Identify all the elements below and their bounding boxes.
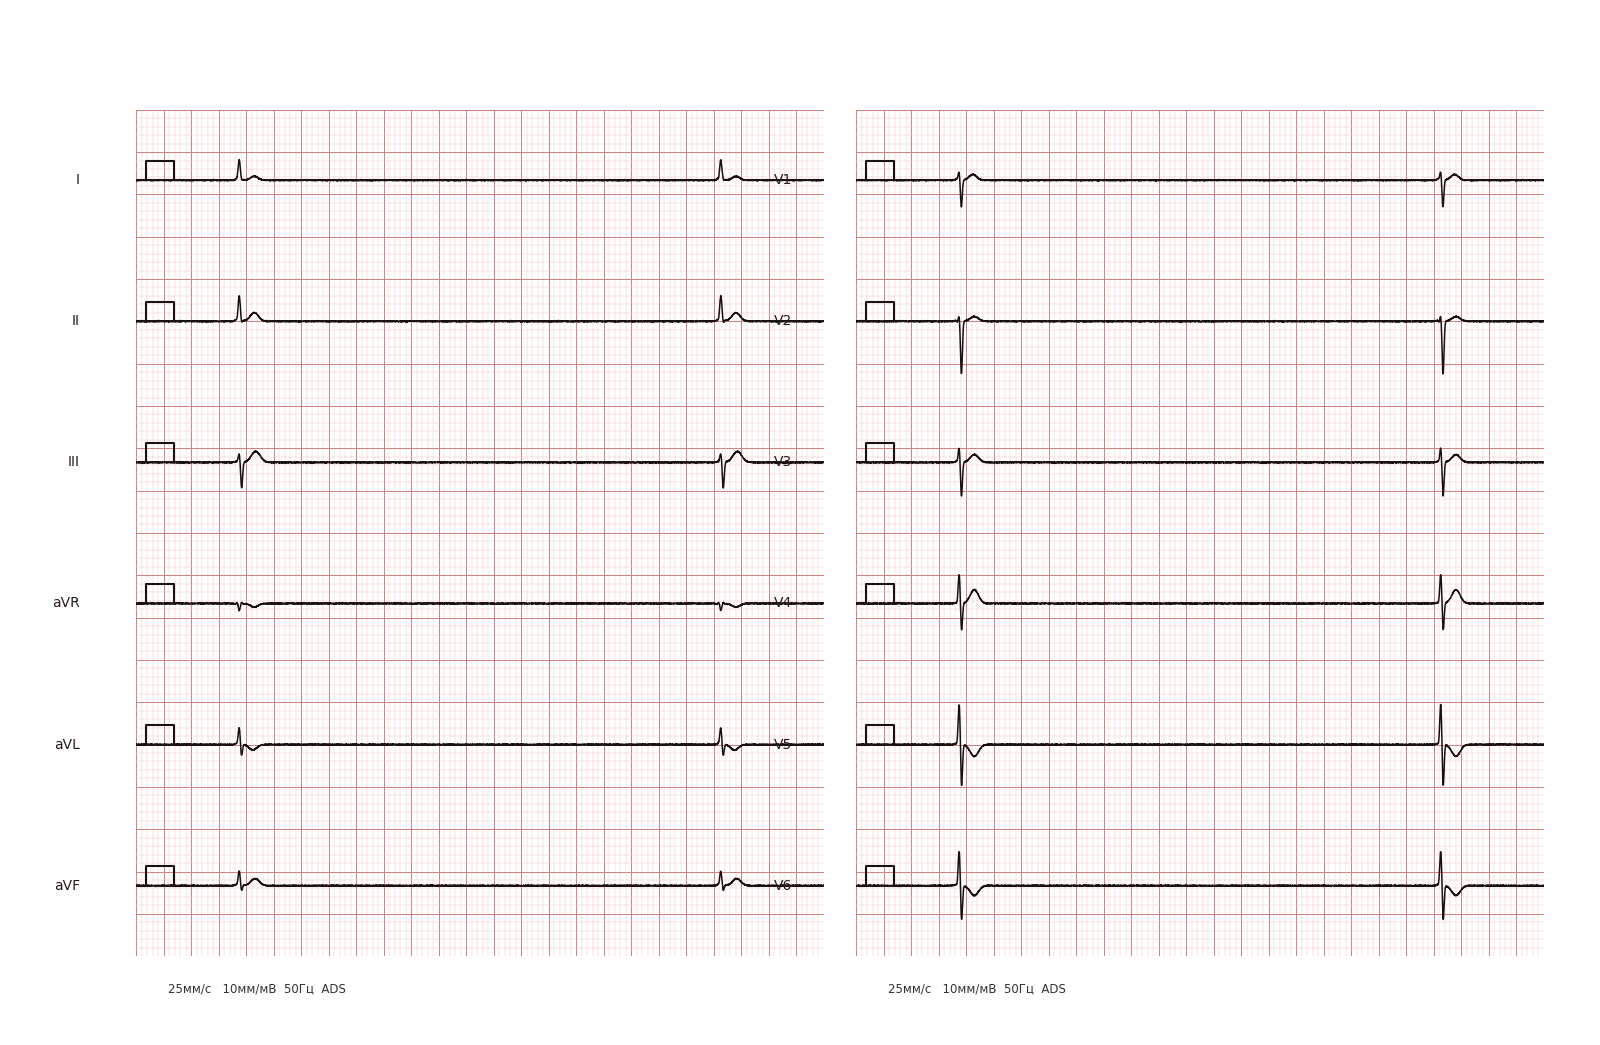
Text: I: I (77, 173, 80, 187)
Text: V4: V4 (774, 597, 792, 610)
Text: II: II (72, 315, 80, 328)
Text: aVL: aVL (54, 738, 80, 751)
Text: V3: V3 (774, 456, 792, 469)
Text: III: III (67, 456, 80, 469)
Text: 25мм/c   10мм/мВ  50Гц  ADS: 25мм/c 10мм/мВ 50Гц ADS (168, 982, 346, 995)
Text: V1: V1 (774, 173, 792, 187)
Text: V2: V2 (774, 315, 792, 328)
Text: V6: V6 (774, 879, 792, 892)
Text: V5: V5 (774, 738, 792, 751)
Text: 25мм/c   10мм/мВ  50Гц  ADS: 25мм/c 10мм/мВ 50Гц ADS (888, 982, 1066, 995)
Text: aVR: aVR (53, 597, 80, 610)
Text: aVF: aVF (54, 879, 80, 892)
